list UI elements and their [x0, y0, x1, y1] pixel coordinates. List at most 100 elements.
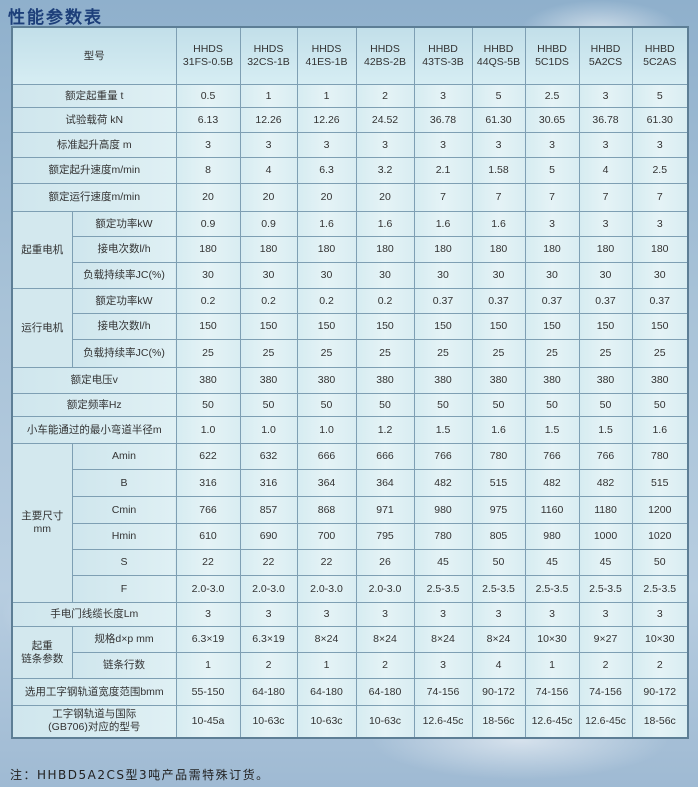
value-cell: 25 — [296, 339, 357, 368]
value-cell: 3 — [578, 132, 633, 158]
value-cell: 12.26 — [239, 107, 298, 133]
table-row: S 22 22 22 26 45 50 45 45 50 — [12, 549, 689, 576]
value-cell: 0.2 — [296, 288, 357, 314]
value-cell: 380 — [471, 367, 526, 394]
value-cell: 20 — [296, 183, 357, 212]
value-cell: 380 — [578, 367, 633, 394]
value-cell: 975 — [471, 496, 526, 524]
value-cell: 2 — [578, 652, 633, 679]
row-label: 额定功率kW — [71, 211, 177, 237]
value-cell: 8×24 — [355, 626, 415, 653]
value-cell: 632 — [239, 443, 298, 470]
table-row: 额定运行速度m/min 20 20 20 20 7 7 7 7 7 — [11, 183, 689, 212]
value-cell: 5 — [471, 84, 526, 108]
value-cell: 482 — [413, 469, 473, 497]
value-cell: 3 — [239, 602, 298, 627]
value-cell: 610 — [175, 523, 241, 550]
value-cell: 6.13 — [175, 107, 241, 133]
table-row: 试验载荷 kN 6.13 12.26 12.26 24.52 36.78 61.30 30.6… — [11, 107, 689, 133]
value-cell: 2.5 — [524, 84, 580, 108]
value-cell: 1160 — [524, 496, 580, 524]
value-cell: 766 — [175, 496, 241, 524]
row-label: 额定起重量 t — [11, 84, 177, 108]
model-column-header: HHDS 31FS-0.5B — [175, 26, 241, 85]
row-label: 试验载荷 kN — [11, 107, 177, 133]
table-row: 手电门线缆长度Lm 3 3 3 3 3 3 3 3 3 — [11, 602, 689, 627]
value-cell: 150 — [355, 313, 415, 340]
value-cell: 4 — [239, 157, 298, 184]
model-column-header: HHBD 5C2AS — [631, 26, 689, 85]
value-cell: 12.6-45c — [578, 705, 633, 738]
value-cell: 2.0-3.0 — [296, 575, 357, 603]
value-cell: 1.6 — [471, 211, 526, 237]
table-row: 主要尺寸 mm Amin 622 632 666 666 766 780 766 766 780 — [11, 443, 689, 603]
row-label: B — [71, 469, 177, 497]
value-cell: 12.6-45c — [524, 705, 580, 738]
performance-parameter-table: 型号 HHDS 31FS-0.5B HHDS 32CS-1B HHDS 41ES-1B… — [11, 26, 689, 739]
table-row: 起重电机 额定功率kW 0.9 0.9 1.6 1.6 1.6 1.6 3 3 3 — [11, 211, 689, 289]
value-cell: 0.37 — [471, 288, 526, 314]
value-cell: 18-56c — [631, 705, 689, 738]
value-cell: 20 — [355, 183, 415, 212]
value-cell: 8×24 — [413, 626, 473, 653]
value-cell: 180 — [296, 236, 357, 263]
value-cell: 1.6 — [471, 416, 526, 444]
value-cell: 180 — [239, 236, 298, 263]
table-row: 起重 链条参数 规格d×p mm 6.3×19 6.3×19 8×24 8×24 8×24 8… — [11, 626, 689, 679]
value-cell: 666 — [296, 443, 357, 470]
value-cell: 22 — [296, 549, 357, 576]
value-cell: 780 — [631, 443, 689, 470]
value-cell: 971 — [355, 496, 415, 524]
value-cell: 30 — [355, 262, 415, 289]
value-cell: 3 — [413, 132, 473, 158]
value-cell: 766 — [413, 443, 473, 470]
value-cell: 90-172 — [471, 678, 526, 706]
value-cell: 180 — [524, 236, 580, 263]
table-row: 工字钢轨道与国际 (GB706)对应的型号 10-45a 10-63c 10-63c 1… — [11, 705, 689, 738]
value-cell: 150 — [413, 313, 473, 340]
table-row: B 316 316 364 364 482 515 482 482 515 — [12, 469, 689, 497]
value-cell: 3 — [631, 132, 689, 158]
value-cell: 2.0-3.0 — [175, 575, 241, 603]
value-cell: 45 — [524, 549, 580, 576]
value-cell: 780 — [413, 523, 473, 550]
value-cell: 3 — [413, 602, 473, 627]
value-cell: 0.2 — [239, 288, 298, 314]
value-cell: 1 — [175, 652, 241, 679]
model-column-header: HHDS 42BS-2B — [355, 26, 415, 85]
value-cell: 1 — [296, 652, 357, 679]
value-cell: 150 — [631, 313, 689, 340]
value-cell: 50 — [175, 393, 241, 417]
value-cell: 380 — [524, 367, 580, 394]
value-cell: 0.5 — [175, 84, 241, 108]
page-title: 性能参数表 — [8, 8, 103, 28]
value-cell: 150 — [175, 313, 241, 340]
value-cell: 622 — [175, 443, 241, 470]
value-cell: 7 — [413, 183, 473, 212]
value-cell: 180 — [578, 236, 633, 263]
row-label: 负载持续率JC(%) — [71, 262, 177, 289]
value-cell: 666 — [355, 443, 415, 470]
value-cell: 180 — [175, 236, 241, 263]
value-cell: 64-180 — [355, 678, 415, 706]
value-cell: 150 — [239, 313, 298, 340]
value-cell: 0.9 — [239, 211, 298, 237]
value-cell: 482 — [578, 469, 633, 497]
row-group-label: 起重 链条参数 — [11, 626, 73, 679]
value-cell: 2.5 — [631, 157, 689, 184]
value-cell: 3 — [175, 602, 241, 627]
table-row: 接电次数l/h 180 180 180 180 180 180 180 180 180 — [12, 236, 689, 263]
value-cell: 805 — [471, 523, 526, 550]
value-cell: 20 — [175, 183, 241, 212]
value-cell: 515 — [631, 469, 689, 497]
value-cell: 150 — [471, 313, 526, 340]
value-cell: 857 — [239, 496, 298, 524]
value-cell: 30 — [578, 262, 633, 289]
value-cell: 1.6 — [355, 211, 415, 237]
value-cell: 700 — [296, 523, 357, 550]
value-cell: 50 — [471, 393, 526, 417]
value-cell: 55-150 — [175, 678, 241, 706]
value-cell: 4 — [471, 652, 526, 679]
value-cell: 74-156 — [578, 678, 633, 706]
value-cell: 12.26 — [296, 107, 357, 133]
